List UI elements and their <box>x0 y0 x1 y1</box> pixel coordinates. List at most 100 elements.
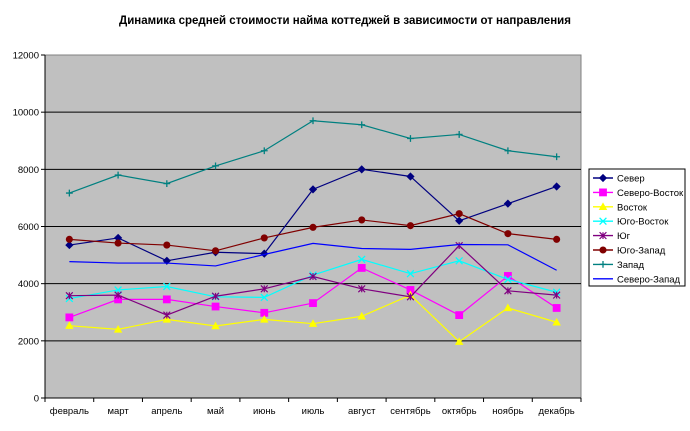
data-point <box>503 303 513 312</box>
data-point <box>65 291 74 300</box>
data-point <box>65 313 74 322</box>
data-point <box>406 222 415 230</box>
data-point <box>162 295 171 304</box>
data-point <box>406 269 415 278</box>
data-point <box>455 241 464 250</box>
data-point <box>114 171 122 179</box>
data-point <box>260 234 268 242</box>
x-tick-label: декабрь <box>539 406 575 417</box>
data-point <box>599 231 607 240</box>
series-line <box>69 242 557 271</box>
legend-item: Юго-Восток <box>593 217 669 228</box>
data-point <box>552 304 561 312</box>
x-tick-label: март <box>107 406 129 417</box>
data-point <box>113 324 123 333</box>
data-point <box>599 188 607 197</box>
legend-label: Запад <box>617 260 644 271</box>
data-point <box>308 185 318 194</box>
data-point <box>357 264 366 272</box>
data-point <box>211 321 220 330</box>
legend-label: Север <box>617 174 645 185</box>
x-tick-label: ноябрь <box>492 406 523 417</box>
data-point <box>65 189 73 197</box>
data-point <box>598 173 608 183</box>
chart-title: Динамика средней стоимости найма коттедж… <box>119 15 571 27</box>
data-point <box>260 293 269 302</box>
data-point <box>552 182 561 191</box>
data-point <box>407 135 414 142</box>
x-tick-label: февраль <box>50 406 89 417</box>
legend-label: Юго-Восток <box>617 217 669 228</box>
data-point <box>598 202 608 211</box>
data-point <box>309 272 317 281</box>
data-point <box>308 319 318 327</box>
legend-item: Северо-Восток <box>593 188 684 199</box>
data-point <box>163 180 171 188</box>
data-point <box>358 216 366 224</box>
data-point <box>309 223 317 231</box>
data-point <box>454 337 464 345</box>
x-tick-label: июль <box>302 406 325 417</box>
series-3 <box>65 290 561 345</box>
data-point <box>504 230 512 238</box>
data-point <box>163 241 171 249</box>
data-point <box>260 314 269 323</box>
data-point <box>455 311 464 320</box>
data-point <box>599 217 607 226</box>
data-point <box>114 291 122 299</box>
legend-item: Северо-Запад <box>593 274 681 285</box>
data-point <box>552 291 561 299</box>
data-point <box>65 321 74 329</box>
data-point <box>211 292 220 301</box>
data-point <box>260 147 268 155</box>
legend: Север Северо-Восток Восток Юго-Восток Юг Юго-… <box>588 168 686 287</box>
data-point <box>553 235 561 243</box>
series-2 <box>65 264 561 322</box>
series-6 <box>65 210 561 255</box>
y-tick-label: 8000 <box>18 165 39 176</box>
data-point <box>406 292 415 301</box>
series-8 <box>69 242 557 271</box>
legend-item: Север <box>593 174 645 185</box>
data-point <box>455 256 464 265</box>
legend-label: Юг <box>617 231 631 242</box>
data-point <box>260 284 269 293</box>
x-tick-label: апрель <box>151 406 182 417</box>
y-tick-label: 4000 <box>18 279 39 290</box>
data-point <box>599 246 607 254</box>
data-point <box>162 311 171 319</box>
data-point <box>503 199 513 208</box>
legend-label: Северо-Восток <box>617 188 684 199</box>
legend-label: Юго-Запад <box>617 246 666 257</box>
gridlines <box>45 111 581 342</box>
data-point <box>504 275 512 284</box>
legend-label: Восток <box>617 202 648 213</box>
data-point <box>211 247 220 255</box>
legend-item: Запад <box>593 260 644 271</box>
data-point <box>553 153 561 161</box>
x-tick-label: июнь <box>253 406 276 417</box>
data-point <box>406 172 415 181</box>
legend-item: Юго-Запад <box>593 246 666 257</box>
x-tick-label: май <box>207 406 224 417</box>
legend-label: Северо-Запад <box>617 274 681 285</box>
series-7 <box>65 117 561 197</box>
x-tick-label: август <box>348 406 376 417</box>
data-point <box>357 284 366 293</box>
series-1 <box>65 165 561 265</box>
data-point <box>309 299 317 308</box>
y-tick-label: 0 <box>34 394 39 405</box>
x-axis: февраль март апрель май июнь июль август сентяб… <box>44 397 582 417</box>
y-tick-label: 10000 <box>13 108 39 119</box>
legend-item: Восток <box>593 202 648 213</box>
data-point <box>114 239 122 247</box>
y-axis: 0 2000 4000 6000 8000 10000 12000 <box>13 51 46 405</box>
data-point <box>357 165 366 174</box>
data-point <box>357 255 366 264</box>
data-point <box>552 317 561 326</box>
data-point <box>162 282 171 291</box>
data-point <box>455 216 464 225</box>
x-tick-label: октябрь <box>442 406 477 417</box>
data-point <box>211 302 220 311</box>
